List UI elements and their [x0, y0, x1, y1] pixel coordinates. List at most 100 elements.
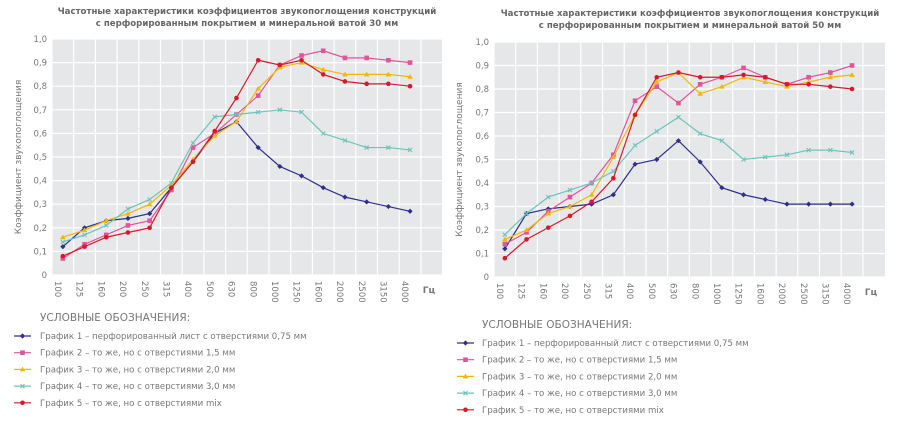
- legend-item-label: График 3 – то же, но с отверстиями 2,0 м…: [40, 365, 235, 375]
- x-tick-label: 160: [95, 281, 105, 297]
- series-3-point: [827, 74, 834, 80]
- series-4-point: [147, 197, 153, 202]
- y-tick-label: 1,0: [475, 38, 489, 48]
- y-tick-label: 0,9: [33, 59, 47, 69]
- series-5-point: [364, 81, 369, 87]
- x-tick-label: 200: [117, 281, 127, 297]
- series-3-point: [407, 73, 413, 79]
- legend-marker-icon: [462, 373, 469, 379]
- x-tick-label: 100: [494, 283, 504, 299]
- legend-item: График 2 – то же, но с отверстиями 1,5 м…: [14, 349, 235, 359]
- series-4-point: [806, 147, 812, 153]
- series-1-point: [298, 173, 305, 179]
- series-5-point: [762, 74, 768, 80]
- series-5-point: [60, 253, 66, 259]
- y-tick-label: 0,2: [475, 226, 489, 236]
- series-2-point: [60, 256, 66, 261]
- series-1-point: [407, 208, 413, 214]
- series-5-point: [697, 74, 703, 80]
- legend-item-label: График 5 – то же, но с отверстиями mix: [482, 406, 664, 416]
- series-5-point: [545, 225, 551, 230]
- series-1-point: [849, 201, 855, 207]
- series-2-point: [364, 55, 369, 61]
- series-1-point: [385, 203, 391, 210]
- series-3-point: [81, 227, 88, 233]
- x-tick-label: 315: [161, 281, 171, 297]
- series-3-point: [653, 79, 660, 84]
- chart-title: Частотные характеристики коэффициентов з…: [58, 7, 437, 17]
- series-5-point: [320, 72, 326, 77]
- series-2-point: [255, 93, 261, 98]
- series-4-point: [502, 232, 508, 238]
- series-3-point: [697, 90, 703, 96]
- series-2-point: [103, 232, 109, 238]
- series-5-point: [386, 81, 391, 87]
- legend: УСЛОВНЫЕ ОБОЗНАЧЕНИЯ: График 1 – перфорир…: [14, 312, 307, 409]
- series-4-point: [589, 180, 595, 186]
- series-3-point: [60, 234, 66, 240]
- series-3-point: [342, 71, 348, 77]
- series-1-point: [632, 161, 638, 167]
- legend-item: График 3 – то же, но с отверстиями 2,0 м…: [14, 365, 235, 375]
- series-5-point: [212, 128, 218, 134]
- series-3-point: [103, 217, 110, 223]
- x-tick-label: 125: [74, 281, 84, 297]
- series-5-point: [676, 70, 681, 75]
- series-5-point: [567, 213, 573, 219]
- series-3-point: [233, 118, 240, 124]
- series-5-point: [654, 74, 660, 80]
- series-3-point: [385, 71, 392, 77]
- x-axis-unit: Гц: [865, 288, 878, 298]
- series-5: [502, 70, 855, 261]
- x-tick-label: 2500: [356, 281, 366, 303]
- x-tick-label: 3150: [820, 283, 830, 305]
- series-2-point: [82, 242, 87, 247]
- y-tick-label: 0,7: [33, 106, 47, 116]
- series-5-point: [632, 112, 638, 118]
- legend-item: График 1 – перфорированный лист с отверс…: [457, 339, 749, 349]
- x-tick-label: 2500: [798, 283, 808, 305]
- series-4-point: [168, 180, 174, 186]
- series-1-point: [806, 201, 812, 207]
- y-tick-label: 0,1: [33, 247, 47, 257]
- legend-marker-icon: [463, 407, 468, 413]
- y-axis-label: Коэффициент звукопоглощения: [14, 80, 24, 234]
- x-tick-label: 315: [603, 283, 613, 299]
- series-3-point: [610, 154, 617, 160]
- series-5-point: [524, 237, 529, 242]
- x-tick-label: 250: [139, 281, 149, 297]
- legend-item-label: График 4 – то же, но с отверстиями 3,0 м…: [40, 382, 235, 392]
- series-4-point: [60, 239, 66, 245]
- y-tick-label: 0,6: [475, 132, 489, 142]
- series-4-point: [654, 128, 660, 134]
- series-4-point: [103, 223, 109, 228]
- series-5-point: [342, 79, 348, 84]
- x-tick-label: 800: [689, 283, 699, 299]
- series-2-point: [147, 218, 152, 224]
- series-2-point: [828, 70, 833, 75]
- y-tick-label: 0,2: [33, 224, 47, 234]
- y-tick-label: 0: [42, 271, 47, 281]
- series-5-point: [502, 255, 508, 261]
- x-tick-label: 1000: [269, 281, 279, 303]
- y-tick-label: 1,0: [33, 35, 47, 45]
- x-tick-label: 1600: [754, 283, 764, 305]
- x-tick-label: 400: [182, 281, 192, 297]
- series-1-point: [342, 194, 348, 200]
- chart-title: с перфорированным покрытием и минерально…: [96, 19, 399, 29]
- x-tick-label: 160: [537, 283, 547, 299]
- series-4-point: [82, 232, 87, 238]
- series-3-point: [567, 203, 573, 209]
- legend-item-label: График 2 – то же, но с отверстиями 1,5 м…: [40, 349, 235, 359]
- series-1-point: [719, 185, 725, 191]
- x-tick-label: 1600: [312, 281, 322, 303]
- y-tick-label: 0,6: [33, 129, 47, 139]
- x-tick-label: 1250: [733, 283, 743, 305]
- legend-item: График 3 – то же, но с отверстиями 2,0 м…: [457, 372, 677, 382]
- y-tick-label: 0,4: [33, 177, 47, 187]
- x-tick-label: 500: [646, 283, 656, 299]
- series-4-point: [719, 138, 725, 144]
- series-4-point: [125, 206, 131, 212]
- series-3-point: [719, 83, 725, 89]
- legend-item: График 5 – то же, но с отверстиями mix: [457, 406, 664, 416]
